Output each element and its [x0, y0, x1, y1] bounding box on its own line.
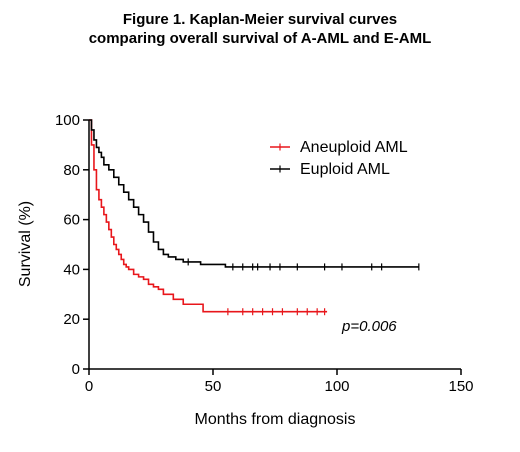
legend-entry-aneuploid: Aneuploid AML: [270, 139, 408, 156]
y-axis-label: Survival (%): [17, 201, 34, 287]
y-tick-label: 100: [55, 112, 80, 129]
legend-label: Euploid AML: [300, 161, 390, 178]
legend: Aneuploid AML Euploid AML: [270, 139, 408, 178]
chart-title-line1: Figure 1. Kaplan-Meier survival curves: [122, 11, 398, 28]
series-layer: [89, 119, 420, 316]
y-tick-label: 40: [63, 261, 80, 278]
legend-entry-euploid: Euploid AML: [270, 161, 390, 178]
chart-title-line2: comparing overall survival of A-AML and …: [88, 30, 432, 47]
y-tick-label: 80: [63, 162, 80, 179]
x-axis-label: Months from diagnosis: [195, 411, 356, 428]
p-value-annotation: p=0.006: [341, 318, 397, 335]
y-tick-label: 20: [63, 311, 80, 328]
series-line: [89, 119, 328, 313]
series-line: [89, 119, 419, 268]
legend-label: Aneuploid AML: [300, 139, 408, 156]
x-tick-label: 0: [85, 378, 93, 395]
y-tick-label: 0: [72, 361, 80, 378]
series-euploid: [89, 119, 420, 271]
y-tick-label: 60: [63, 212, 80, 229]
x-tick-label: 50: [205, 378, 222, 395]
axes: 0 20 40 60 80 100 0 50 100 150: [55, 112, 474, 395]
series-aneuploid: [89, 119, 328, 316]
x-tick-label: 150: [448, 378, 473, 395]
x-tick-label: 100: [324, 378, 349, 395]
